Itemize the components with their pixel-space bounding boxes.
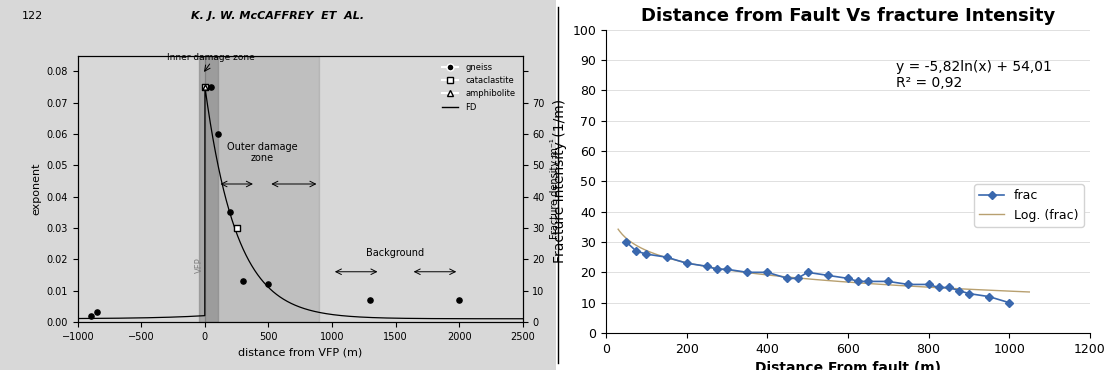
Bar xyxy=(199,56,218,322)
frac xyxy=(701,264,714,269)
Log. (frac) xyxy=(810,278,823,282)
frac xyxy=(791,276,804,280)
Y-axis label: exponent: exponent xyxy=(31,162,41,215)
Text: Inner damage zone: Inner damage zone xyxy=(168,53,255,62)
frac xyxy=(821,273,834,278)
Text: K. J. W. McCAFFREY  ET  AL.: K. J. W. McCAFFREY ET AL. xyxy=(191,11,365,21)
Log. (frac) xyxy=(856,281,870,285)
Point xyxy=(361,297,379,303)
Text: Outer damage
zone: Outer damage zone xyxy=(227,142,297,164)
Text: y = -5,82ln(x) + 54,01
R² = 0,92: y = -5,82ln(x) + 54,01 R² = 0,92 xyxy=(896,60,1052,90)
frac xyxy=(781,276,794,280)
Log. (frac) xyxy=(806,277,820,282)
frac xyxy=(852,279,865,284)
Legend: gneiss, cataclastite, amphibolite, FD: gneiss, cataclastite, amphibolite, FD xyxy=(438,60,518,115)
Point xyxy=(209,131,227,137)
frac xyxy=(952,288,965,293)
frac xyxy=(862,279,875,284)
Text: VFP: VFP xyxy=(195,258,203,273)
Point xyxy=(202,84,220,90)
X-axis label: Distance From fault (m): Distance From fault (m) xyxy=(755,361,941,370)
frac xyxy=(741,270,754,275)
Log. (frac) xyxy=(1013,289,1026,294)
frac xyxy=(962,291,975,296)
frac xyxy=(659,255,673,259)
frac xyxy=(922,282,935,287)
X-axis label: distance from VFP (m): distance from VFP (m) xyxy=(238,347,363,357)
Title: Distance from Fault Vs fracture Intensity: Distance from Fault Vs fracture Intensit… xyxy=(641,7,1055,25)
frac xyxy=(761,270,774,275)
frac xyxy=(882,279,895,284)
frac xyxy=(619,240,633,244)
frac xyxy=(721,267,734,272)
frac xyxy=(681,261,694,265)
frac xyxy=(711,267,724,272)
Text: 122: 122 xyxy=(22,11,43,21)
Log. (frac) xyxy=(834,279,847,284)
Point xyxy=(81,313,99,319)
Y-axis label: Fracture Intensity (1/m): Fracture Intensity (1/m) xyxy=(553,99,567,263)
frac xyxy=(942,285,955,290)
Bar xyxy=(205,56,319,322)
Point xyxy=(228,225,246,231)
Line: frac: frac xyxy=(624,239,1012,306)
Point xyxy=(259,281,277,287)
Point xyxy=(196,84,214,90)
Line: Log. (frac): Log. (frac) xyxy=(618,229,1030,292)
Text: Background: Background xyxy=(367,248,425,258)
Point xyxy=(196,84,214,90)
frac xyxy=(932,285,945,290)
frac xyxy=(801,270,814,275)
frac xyxy=(1003,300,1016,305)
Y-axis label: Fracture density m⁻¹: Fracture density m⁻¹ xyxy=(550,138,560,239)
Log. (frac) xyxy=(612,227,625,231)
Point xyxy=(88,310,106,316)
Log. (frac) xyxy=(1023,290,1036,294)
frac xyxy=(982,295,995,299)
frac xyxy=(902,282,915,287)
Point xyxy=(235,278,252,284)
Point xyxy=(450,297,468,303)
Point xyxy=(221,209,239,215)
frac xyxy=(842,276,855,280)
frac xyxy=(629,249,643,253)
Legend: frac, Log. (frac): frac, Log. (frac) xyxy=(974,185,1083,227)
Log. (frac) xyxy=(949,286,962,291)
frac xyxy=(639,252,653,256)
